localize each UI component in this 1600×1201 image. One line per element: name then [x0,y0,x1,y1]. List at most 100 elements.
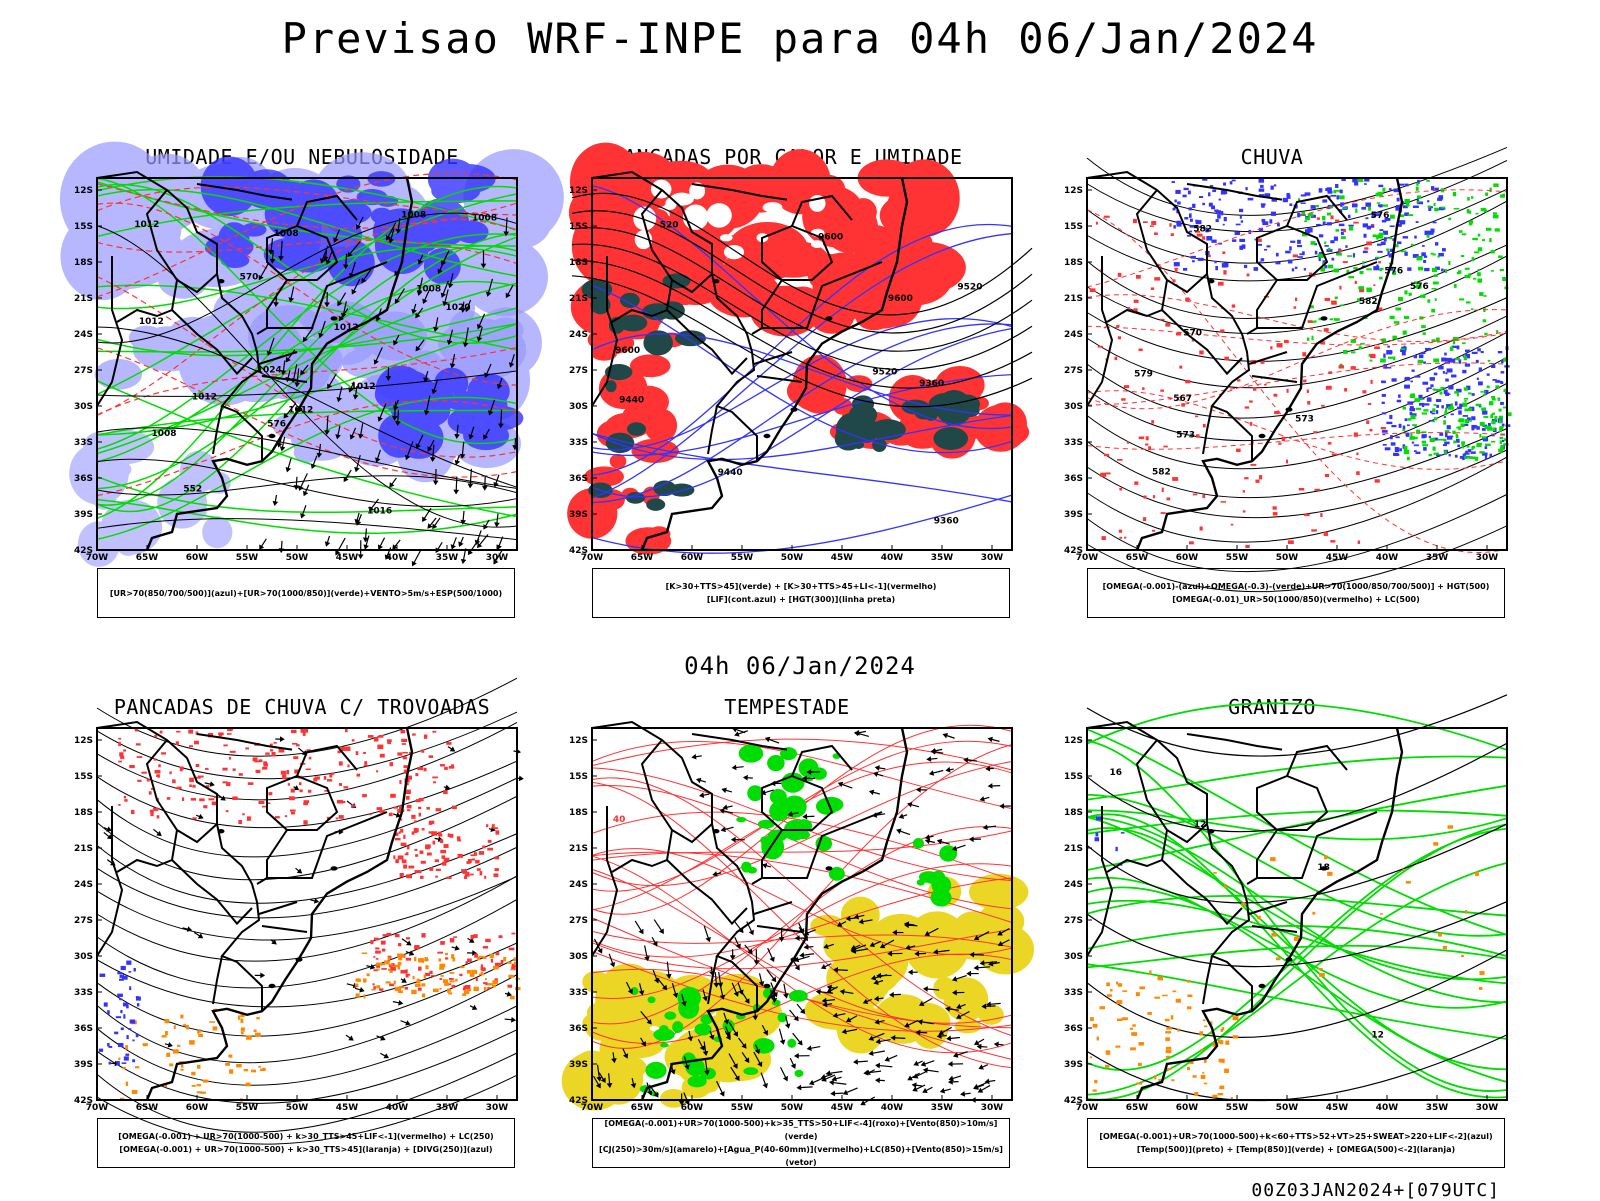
speckle [1146,436,1149,440]
speckle [1286,460,1288,464]
speckle [1319,973,1325,977]
speckle [1322,199,1327,202]
speckle [246,1035,252,1039]
speckle [1299,253,1304,255]
speckle [1465,451,1468,455]
speckle [403,756,407,759]
speckle [154,758,157,760]
speckle [169,771,171,774]
speckle [1438,933,1442,937]
speckle [1299,488,1304,491]
speckle [1313,320,1316,322]
speckle [438,832,441,836]
speckle [1477,378,1479,380]
lake-shape [331,316,338,320]
speckle [1366,288,1371,292]
speckle [304,800,310,803]
speckle [1118,273,1122,277]
speckle [229,729,233,731]
speckle [420,876,424,879]
speckle [1308,320,1313,322]
speckle [1339,365,1344,368]
speckle [104,1002,108,1006]
speckle [122,976,128,980]
speckle [1295,298,1297,302]
lon-label: 65W [631,1103,654,1113]
speckle [1136,992,1140,996]
speckle [1498,255,1503,257]
speckle [1166,1027,1172,1029]
speckle [1434,453,1440,455]
speckle [165,1019,170,1023]
speckle [1165,1037,1170,1041]
speckle [223,744,227,746]
lat-label: 39S [74,510,93,520]
speckle [1133,219,1137,223]
lake-shape [713,279,720,283]
speckle [481,967,486,970]
speckle [470,874,474,876]
speckle [1390,435,1393,439]
speckle [1394,454,1399,456]
speckle [1423,260,1426,263]
speckle [1483,319,1487,322]
lon-label: 60W [1176,1103,1199,1113]
speckle [433,781,436,783]
speckle [1495,228,1500,231]
speckle [415,773,418,776]
speckle [229,1069,233,1073]
speckle [1423,361,1426,363]
speckle [1462,233,1467,235]
speckle [1295,267,1298,269]
contour-label: 576 [1410,282,1429,292]
speckle [389,984,394,987]
speckle [197,1084,202,1086]
lake-shape [1208,279,1215,283]
speckle [288,783,290,786]
speckle [1336,195,1339,199]
speckle [412,733,416,735]
speckle [1382,412,1386,414]
speckle [329,773,332,777]
lake-shape [791,407,798,411]
speckle [1485,446,1488,449]
speckle [1139,349,1143,352]
speckle [1487,386,1490,389]
speckle [1319,234,1323,237]
speckle [1416,187,1419,191]
speckle [256,1017,259,1019]
speckle [258,1066,261,1068]
speckle [1489,401,1493,405]
speckle [128,1028,131,1030]
speckle [281,771,287,775]
contour-label: 552 [183,484,202,494]
speckle [1467,209,1470,213]
speckle [119,752,123,756]
speckle [484,987,487,991]
speckle [1407,457,1410,461]
speckle [1276,253,1279,257]
speckle [1107,994,1112,997]
water-labels: 40 [613,815,626,825]
speckle [1495,380,1500,383]
speckle [1276,957,1281,960]
lake-shape [826,316,833,320]
speckle [1100,1006,1106,1009]
speckle [1406,203,1410,207]
speckle [123,1003,129,1007]
lon-label: 55W [1226,1103,1249,1113]
speckle [1397,198,1400,202]
speckle [1462,444,1465,448]
speckle [1359,289,1364,292]
speckle [1090,288,1096,292]
speckle [1339,250,1342,253]
speckle [1390,215,1395,219]
speckle [479,851,484,855]
lat-label: 36S [569,1024,588,1034]
speckle [1422,412,1427,414]
speckle [1493,212,1497,214]
contour-label: 576 [1384,266,1403,276]
contour-label: 1012 [288,405,313,415]
field-patch [630,354,671,377]
speckle [1311,529,1317,531]
